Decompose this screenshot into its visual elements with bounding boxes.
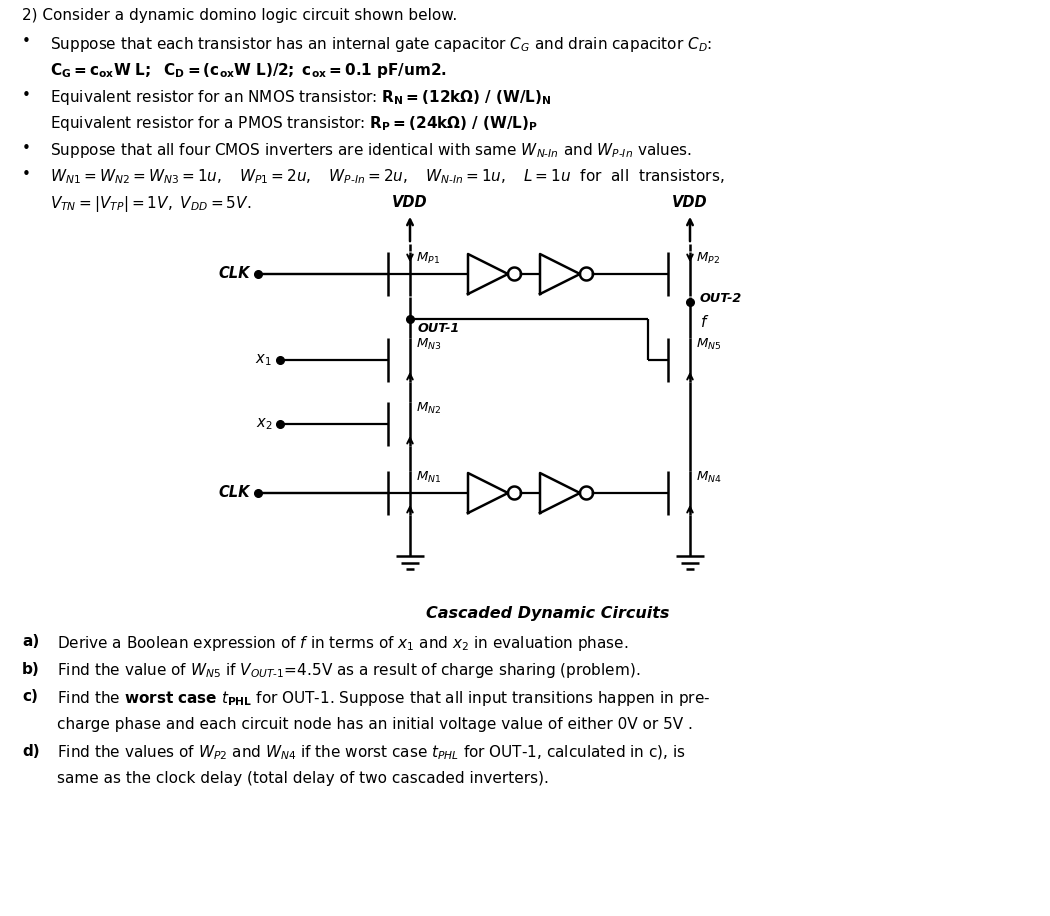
- Text: d): d): [22, 744, 40, 759]
- Text: Equivalent resistor for a PMOS transistor: $\mathbf{R_P=(24k\Omega)\ /\ (W/L)_P}: Equivalent resistor for a PMOS transisto…: [50, 114, 538, 133]
- Text: OUT-2: OUT-2: [700, 292, 742, 306]
- Text: $V_{TN}{=}|V_{TP}|{=}1V,\ V_{DD}{=}5V.$: $V_{TN}{=}|V_{TP}|{=}1V,\ V_{DD}{=}5V.$: [50, 193, 251, 213]
- Text: Cascaded Dynamic Circuits: Cascaded Dynamic Circuits: [426, 606, 670, 621]
- Text: $x_2$: $x_2$: [255, 416, 272, 431]
- Text: OUT-1: OUT-1: [418, 322, 460, 335]
- Text: $\mathbf{C_G = c_{ox}W\ L;\ \ C_D = (c_{ox}W\ L)/2;\ c_{ox}=0.1\ pF/um2.}$: $\mathbf{C_G = c_{ox}W\ L;\ \ C_D = (c_{…: [50, 61, 447, 80]
- Text: Find the value of $W_{N5}$ if $V_{OUT\text{-}1}$=4.5V as a result of charge shar: Find the value of $W_{N5}$ if $V_{OUT\te…: [57, 661, 640, 681]
- Text: $M_{N3}$: $M_{N3}$: [416, 337, 441, 352]
- Text: Find the values of $W_{P2}$ and $W_{N4}$ if the worst case $\mathit{t}_{PHL}$ fo: Find the values of $W_{P2}$ and $W_{N4}$…: [57, 744, 686, 762]
- Text: •: •: [22, 140, 30, 156]
- Text: Equivalent resistor for an NMOS transistor: $\mathbf{R_N=(12k\Omega)\ /\ (W/L)_N: Equivalent resistor for an NMOS transist…: [50, 88, 551, 106]
- Text: Derive a Boolean expression of $f$ in terms of $x_1$ and $x_2$ in evaluation pha: Derive a Boolean expression of $f$ in te…: [57, 634, 629, 653]
- Text: $M_{P2}$: $M_{P2}$: [696, 251, 720, 266]
- Text: CLK: CLK: [218, 267, 250, 281]
- Text: c): c): [22, 689, 38, 704]
- Text: a): a): [22, 634, 39, 649]
- Text: $x_1$: $x_1$: [255, 352, 272, 368]
- Text: CLK: CLK: [218, 485, 250, 500]
- Text: Suppose that all four CMOS inverters are identical with same $W_{N\text{-}In}$ a: Suppose that all four CMOS inverters are…: [50, 140, 692, 159]
- Text: •: •: [22, 35, 30, 49]
- Text: •: •: [22, 167, 30, 182]
- Text: $M_{N1}$: $M_{N1}$: [416, 470, 441, 485]
- Text: $W_{N1}{=}W_{N2}{=}W_{N3}{=}1u,\ \ \ W_{P1}{=}2u,\ \ \ W_{P\text{-}In}{=}2u,\ \ : $W_{N1}{=}W_{N2}{=}W_{N3}{=}1u,\ \ \ W_{…: [50, 167, 724, 186]
- Text: VDD: VDD: [672, 195, 708, 210]
- Text: Find the $\mathbf{worst\ case}$ $\mathbf{\mathit{t}_{PHL}}$ for OUT-1. Suppose t: Find the $\mathbf{worst\ case}$ $\mathbf…: [57, 689, 710, 708]
- Text: $M_{N2}$: $M_{N2}$: [416, 401, 441, 416]
- Text: $M_{N5}$: $M_{N5}$: [696, 337, 721, 352]
- Text: Suppose that each transistor has an internal gate capacitor $C_G$ and drain capa: Suppose that each transistor has an inte…: [50, 35, 712, 53]
- Text: 2) Consider a dynamic domino logic circuit shown below.: 2) Consider a dynamic domino logic circu…: [22, 8, 457, 23]
- Text: $M_{N4}$: $M_{N4}$: [696, 470, 721, 485]
- Text: same as the clock delay (total delay of two cascaded inverters).: same as the clock delay (total delay of …: [57, 771, 549, 787]
- Text: b): b): [22, 661, 40, 677]
- Text: VDD: VDD: [393, 195, 427, 210]
- Text: $f$: $f$: [700, 314, 710, 330]
- Text: $M_{P1}$: $M_{P1}$: [416, 251, 440, 266]
- Text: •: •: [22, 88, 30, 103]
- Text: charge phase and each circuit node has an initial voltage value of either 0V or : charge phase and each circuit node has a…: [57, 716, 693, 732]
